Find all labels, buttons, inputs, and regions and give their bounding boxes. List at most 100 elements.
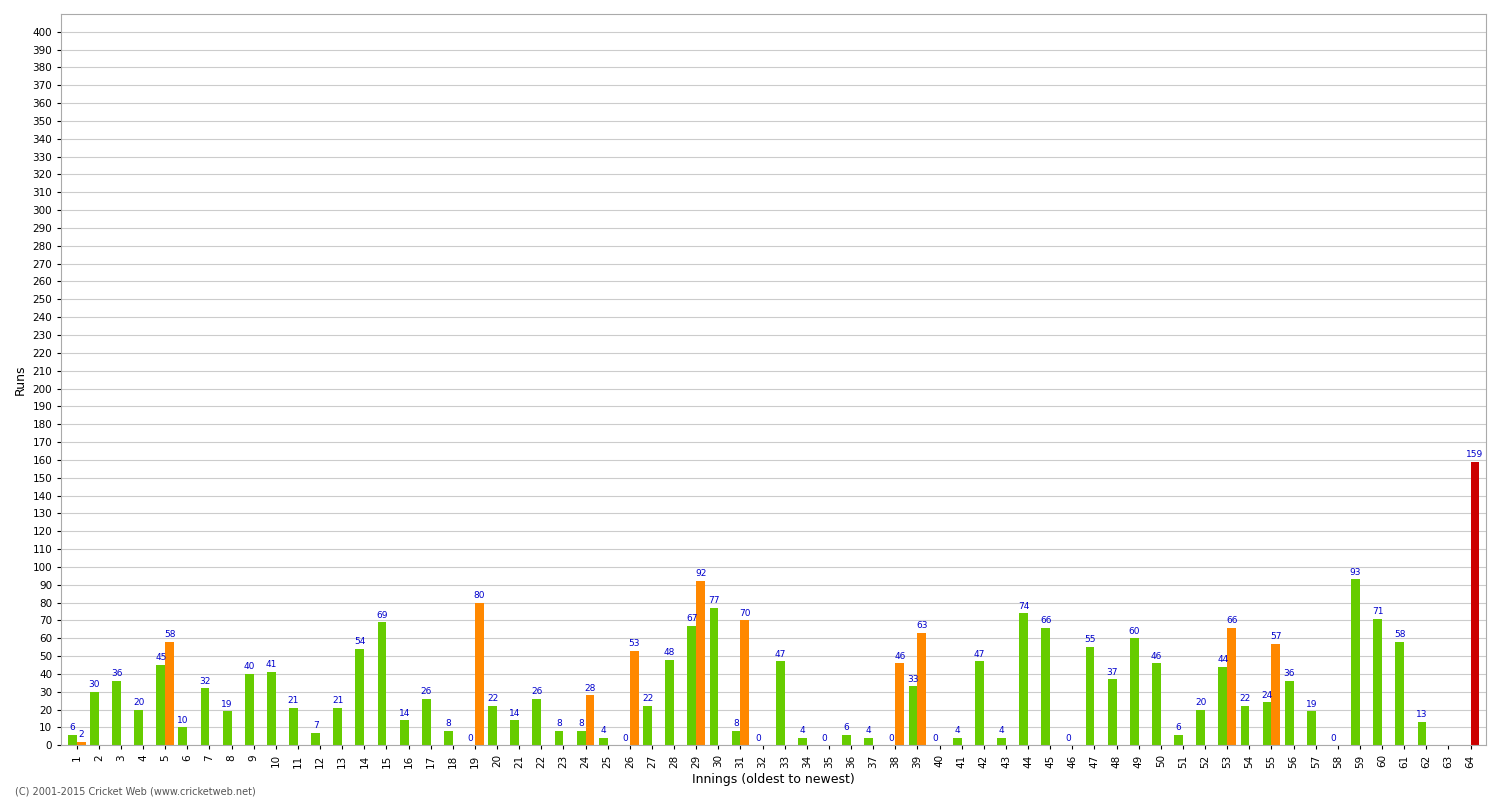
Bar xyxy=(1108,679,1116,746)
Bar xyxy=(378,622,387,746)
Bar xyxy=(178,727,188,746)
Text: 66: 66 xyxy=(1040,616,1052,625)
Text: 40: 40 xyxy=(243,662,255,671)
Text: 10: 10 xyxy=(177,716,189,725)
Text: 8: 8 xyxy=(579,719,584,728)
Text: 8: 8 xyxy=(734,719,740,728)
Text: 8: 8 xyxy=(556,719,562,728)
Bar xyxy=(1152,663,1161,746)
Bar xyxy=(1418,722,1426,746)
Text: 4: 4 xyxy=(600,726,606,735)
Text: 4: 4 xyxy=(999,726,1005,735)
Bar xyxy=(710,608,718,746)
Text: 66: 66 xyxy=(1226,616,1238,625)
Text: 0: 0 xyxy=(1330,734,1336,742)
Text: 0: 0 xyxy=(756,734,760,742)
Bar xyxy=(156,665,165,746)
Text: 14: 14 xyxy=(509,709,520,718)
Bar xyxy=(1197,710,1204,746)
Bar xyxy=(165,642,174,746)
Bar xyxy=(585,695,594,746)
Bar xyxy=(598,738,608,746)
Bar xyxy=(1263,702,1272,746)
Bar xyxy=(90,692,99,746)
Bar xyxy=(488,706,496,746)
Text: 0: 0 xyxy=(888,734,894,742)
Text: 21: 21 xyxy=(288,696,298,705)
Text: 33: 33 xyxy=(908,674,920,684)
Text: 22: 22 xyxy=(642,694,652,703)
Text: 14: 14 xyxy=(399,709,410,718)
Bar xyxy=(975,662,984,746)
Text: 69: 69 xyxy=(376,610,388,619)
Text: 37: 37 xyxy=(1107,667,1118,677)
Text: 4: 4 xyxy=(954,726,960,735)
Bar xyxy=(1020,614,1028,746)
Bar xyxy=(864,738,873,746)
Text: 21: 21 xyxy=(332,696,344,705)
Text: 20: 20 xyxy=(134,698,144,707)
Text: 48: 48 xyxy=(664,648,675,657)
Bar xyxy=(1240,706,1250,746)
Bar xyxy=(798,738,807,746)
Text: 67: 67 xyxy=(686,614,698,623)
Bar xyxy=(310,733,320,746)
Bar xyxy=(644,706,652,746)
Text: 46: 46 xyxy=(1150,651,1162,661)
Bar xyxy=(399,720,408,746)
Text: 46: 46 xyxy=(894,651,906,661)
Bar xyxy=(630,650,639,746)
Text: 58: 58 xyxy=(1394,630,1406,639)
Text: 24: 24 xyxy=(1262,690,1272,700)
Text: 28: 28 xyxy=(585,684,596,693)
Bar xyxy=(1218,666,1227,746)
Text: 45: 45 xyxy=(154,654,166,662)
Text: 47: 47 xyxy=(974,650,986,658)
Bar xyxy=(1374,618,1382,746)
Bar xyxy=(843,734,850,746)
Text: 19: 19 xyxy=(222,700,232,709)
Text: 32: 32 xyxy=(200,677,210,686)
Bar xyxy=(76,742,86,746)
Bar xyxy=(1352,579,1360,746)
Text: 7: 7 xyxy=(314,721,318,730)
Bar xyxy=(1286,681,1293,746)
Text: 6: 6 xyxy=(69,723,75,732)
Bar xyxy=(1272,643,1281,746)
Text: 57: 57 xyxy=(1270,632,1281,641)
Text: 6: 6 xyxy=(1176,723,1182,732)
Bar xyxy=(476,602,484,746)
Text: 4: 4 xyxy=(865,726,871,735)
Text: 0: 0 xyxy=(622,734,628,742)
Text: 41: 41 xyxy=(266,661,278,670)
Bar xyxy=(666,660,674,746)
Bar xyxy=(444,731,453,746)
Bar xyxy=(333,708,342,746)
Bar xyxy=(201,688,210,746)
Bar xyxy=(1130,638,1138,746)
Text: 44: 44 xyxy=(1216,655,1228,664)
Bar xyxy=(290,708,298,746)
Text: 80: 80 xyxy=(474,591,484,600)
Text: 54: 54 xyxy=(354,638,366,646)
Text: 159: 159 xyxy=(1467,450,1484,459)
Bar xyxy=(1395,642,1404,746)
Bar xyxy=(68,734,76,746)
Bar xyxy=(952,738,962,746)
Text: 26: 26 xyxy=(531,687,543,696)
Bar xyxy=(267,672,276,746)
Bar xyxy=(422,699,430,746)
Bar xyxy=(741,621,750,746)
Text: 4: 4 xyxy=(800,726,806,735)
Bar xyxy=(1227,627,1236,746)
Text: 36: 36 xyxy=(1284,670,1294,678)
Text: 6: 6 xyxy=(844,723,849,732)
Bar xyxy=(909,686,918,746)
Text: 55: 55 xyxy=(1084,635,1096,645)
Bar xyxy=(555,731,564,746)
Text: 2: 2 xyxy=(78,730,84,739)
Text: 60: 60 xyxy=(1128,626,1140,635)
Text: 47: 47 xyxy=(774,650,786,658)
Text: 22: 22 xyxy=(1239,694,1251,703)
Text: 19: 19 xyxy=(1305,700,1317,709)
